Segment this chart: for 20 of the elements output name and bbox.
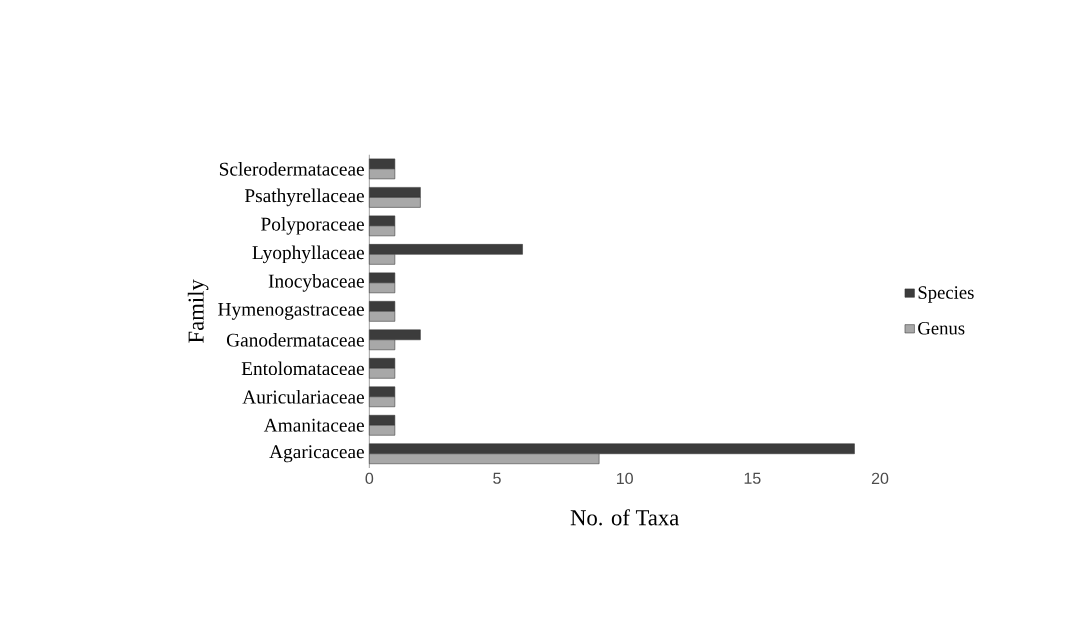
legend-label: Species [918, 286, 974, 303]
y-tick-label: Ganodermataceae [226, 332, 364, 347]
y-tick-label: Lyophyllaceae [252, 245, 364, 264]
y-tick-label: Polyporaceae [261, 216, 364, 235]
y-tick-label: Entolomataceae [241, 361, 364, 375]
x-tick-label: 0 [365, 472, 374, 484]
y-tick-label: Sclerodermataceae [219, 161, 364, 176]
x-tick-label: 15 [744, 472, 761, 484]
y-tick-label: Agaricaceae [269, 445, 364, 463]
x-axis-title: No. of Taxa [570, 509, 679, 526]
y-tick-label: Amanitaceae [263, 418, 364, 432]
y-axis-title: Family [187, 279, 209, 343]
legend-label: Genus [918, 321, 965, 335]
y-tick-label: Hymenogastraceae [218, 302, 364, 320]
y-tick-label: Inocybaceae [268, 273, 364, 292]
y-tick-label: Auriculariaceae [242, 389, 364, 404]
y-tick-label: Psathyrellaceae [244, 188, 364, 207]
x-tick-label: 20 [871, 472, 889, 484]
x-tick-label: 5 [493, 472, 501, 484]
x-tick-label: 10 [616, 472, 633, 484]
